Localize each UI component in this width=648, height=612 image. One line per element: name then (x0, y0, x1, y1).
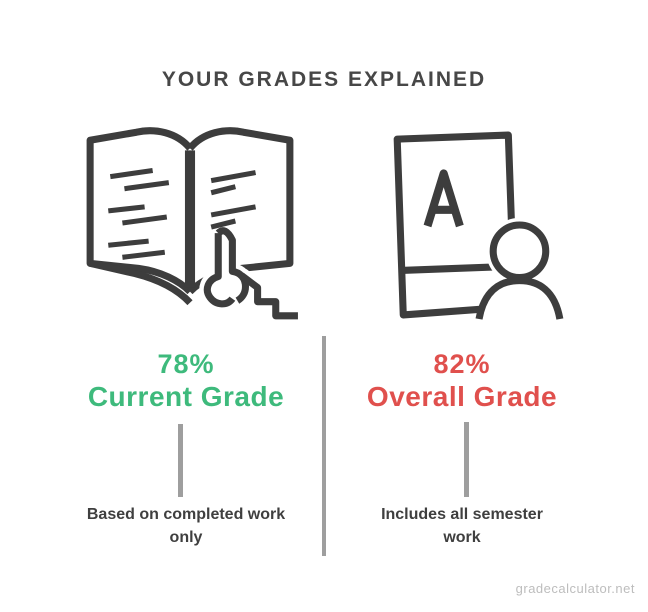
right-connector-line (464, 422, 469, 497)
left-connector-line (178, 424, 183, 497)
overall-grade-percent: 82% (433, 349, 491, 379)
overall-grade-label: Overall Grade (366, 381, 558, 412)
overall-grade-description: Includes all semester work (332, 503, 592, 549)
current-grade-label: Current Grade (87, 381, 285, 412)
current-grade-description-line2: only (169, 529, 203, 546)
page-title: YOUR GRADES EXPLAINED (161, 68, 487, 92)
overall-grade-description-line1: Includes all semester (381, 506, 543, 523)
current-grade-description-line1: Based on completed work (86, 506, 286, 523)
current-grade-description: Based on completed work only (56, 503, 316, 549)
current-grade-percent: 78% (157, 349, 215, 379)
overall-grade-description-line2: work (443, 529, 481, 546)
report-card-person-icon (383, 129, 567, 323)
open-book-hand-icon (76, 120, 304, 324)
center-divider-line (322, 336, 326, 556)
watermark-text: gradecalculator.net (515, 581, 635, 596)
